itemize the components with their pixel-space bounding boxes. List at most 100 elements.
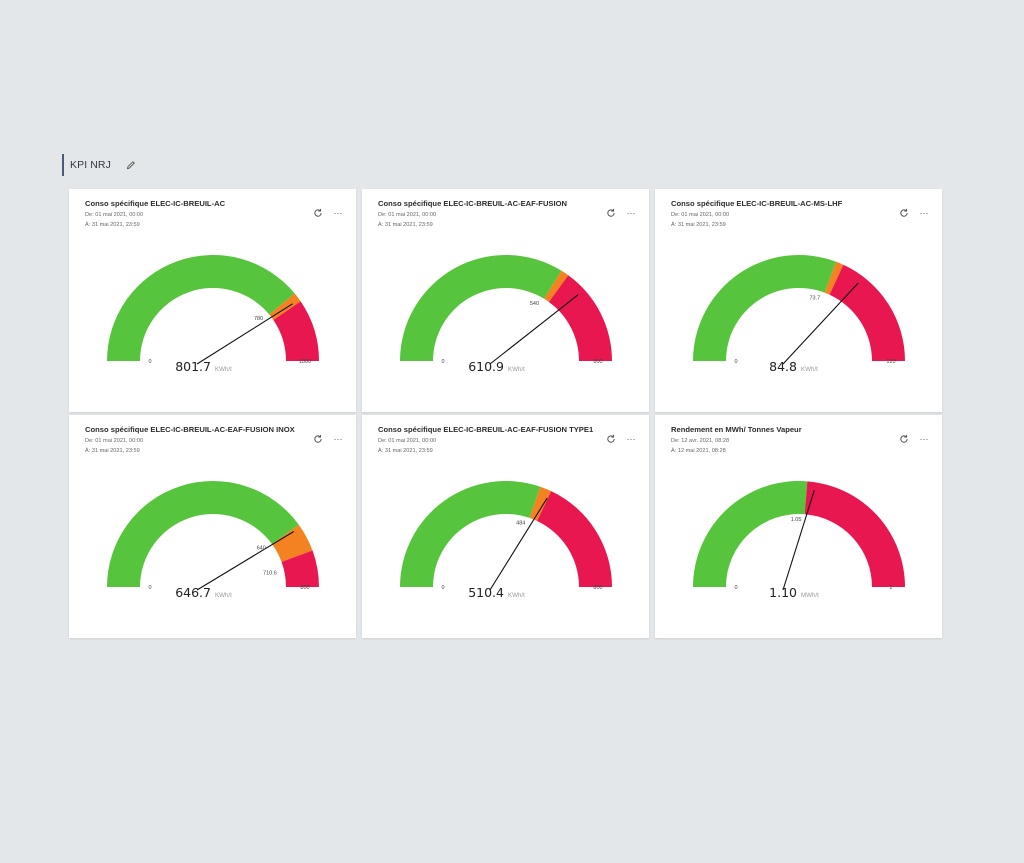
more-horizontal-icon[interactable]: ··· (626, 433, 636, 444)
pencil-icon[interactable] (125, 159, 137, 171)
gauge-band-warning (272, 524, 313, 562)
gauge-band-warning (824, 261, 844, 295)
gauge-needle (782, 490, 815, 591)
date-from: De: 12 avr. 2021, 08:28 (671, 438, 730, 444)
gauge-value: 510.4 (468, 585, 504, 600)
card-actions: ··· (898, 207, 930, 219)
gauge-chart: 1.05 0 2 1.10 MWh/t (693, 481, 905, 600)
more-horizontal-icon[interactable]: ··· (919, 433, 929, 444)
gauge-band-alarm (537, 491, 612, 587)
gauge-band-warning (529, 486, 552, 521)
gauge-chart: 484 0 800 510.4 KWh/t (400, 480, 612, 600)
max-label: 2 (889, 585, 892, 591)
gauge-unit: KWh/t (801, 366, 818, 373)
date-from: De: 01 mai 2021, 00:00 (85, 212, 144, 218)
gauge-card: Conso spécifique ELEC-IC-BREUIL-AC-MS-LH… (655, 189, 942, 412)
gauge-band-ok (107, 481, 299, 587)
threshold-label: 780 (254, 316, 263, 322)
threshold-label: 73.7 (810, 295, 821, 301)
min-label: 0 (148, 359, 151, 365)
more-horizontal-icon[interactable]: ··· (626, 207, 636, 218)
gauge-value: 610.9 (468, 359, 504, 374)
threshold-label: 640 (257, 545, 266, 551)
section-title: KPI NRJ (70, 159, 111, 171)
gauge-card: Rendement en MWh/ Tonnes Vapeur De: 12 av… (655, 415, 942, 638)
gauge-band-alarm (804, 481, 905, 587)
gauge-band-ok (400, 480, 541, 587)
date-from: De: 01 mai 2021, 00:00 (378, 212, 437, 218)
refresh-icon[interactable] (312, 207, 324, 219)
date-to: À: 31 mai 2021, 23:59 (378, 448, 433, 454)
gauge-chart: 640 710.6 0 800 646.7 KWh/t (107, 481, 319, 600)
gauge-unit: KWh/t (508, 592, 525, 599)
min-label: 0 (441, 359, 444, 365)
card-actions: ··· (605, 207, 637, 219)
refresh-icon[interactable] (312, 433, 324, 445)
more-horizontal-icon[interactable]: ··· (333, 433, 343, 444)
refresh-icon[interactable] (605, 433, 617, 445)
gauge-chart: 540 0 800 610.9 KWh/t (400, 255, 612, 374)
more-horizontal-icon[interactable]: ··· (919, 207, 929, 218)
min-label: 0 (734, 585, 737, 591)
gauge-unit: KWh/t (215, 366, 232, 373)
gauge-band-ok (400, 255, 562, 361)
date-to: À: 31 mai 2021, 23:59 (378, 222, 433, 228)
card-title: Conso spécifique ELEC-IC-BREUIL-AC-MS-LH… (671, 199, 843, 208)
card-title: Rendement en MWh/ Tonnes Vapeur (671, 425, 802, 434)
gauge-needle (196, 303, 293, 365)
date-to: À: 31 mai 2021, 23:59 (85, 222, 140, 228)
card-actions: ··· (898, 433, 930, 445)
min-label: 0 (148, 585, 151, 591)
gauge-needle (196, 531, 295, 591)
max-label: 800 (593, 359, 602, 365)
refresh-icon[interactable] (898, 433, 910, 445)
gauge-chart: 73.7 0 120 84.8 KWh/t (693, 255, 905, 374)
gauge-unit: KWh/t (508, 366, 525, 373)
gauge-band-warning (544, 270, 569, 302)
max-label: 1000 (299, 359, 311, 365)
card-title: Conso spécifique ELEC-IC-BREUIL-AC-EAF-F… (85, 425, 295, 434)
gauge-value: 84.8 (769, 359, 797, 374)
gauge-band-alarm (548, 275, 612, 361)
date-to: À: 31 mai 2021, 23:59 (671, 222, 726, 228)
gauge-card: Conso spécifique ELEC-IC-BREUIL-AC-EAF-F… (362, 415, 649, 638)
max-label: 800 (300, 585, 309, 591)
card-title: Conso spécifique ELEC-IC-BREUIL-AC-EAF-F… (378, 425, 594, 434)
gauge-needle (489, 497, 548, 591)
card-actions: ··· (312, 207, 344, 219)
gauge-band-alarm (829, 264, 905, 361)
card-title: Conso spécifique ELEC-IC-BREUIL-AC (85, 199, 226, 208)
gauge-band-ok (693, 481, 808, 587)
threshold-label: 540 (530, 301, 539, 307)
gauge-needle (782, 282, 859, 365)
gauge-band-ok (693, 255, 837, 361)
max-label: 800 (593, 585, 602, 591)
gauge-value: 646.7 (175, 585, 211, 600)
threshold-label: 1.05 (791, 517, 802, 523)
refresh-icon[interactable] (898, 207, 910, 219)
section-header: KPI NRJ (62, 154, 137, 176)
gauge-card: Conso spécifique ELEC-IC-BREUIL-AC-EAF-F… (69, 415, 356, 638)
date-from: De: 01 mai 2021, 00:00 (378, 438, 437, 444)
gauge-band-alarm (273, 301, 319, 361)
min-label: 0 (441, 585, 444, 591)
gauge-band-alarm (281, 550, 319, 587)
gauge-chart: 780 0 1000 801.7 KWh/t (107, 255, 319, 374)
gauge-needle (489, 294, 579, 365)
gauge-unit: MWh/t (801, 592, 819, 599)
gauge-value: 801.7 (175, 359, 211, 374)
card-actions: ··· (605, 433, 637, 445)
gauge-card: Conso spécifique ELEC-IC-BREUIL-AC De: 01… (69, 189, 356, 412)
gauge-card: Conso spécifique ELEC-IC-BREUIL-AC-EAF-F… (362, 189, 649, 412)
min-label: 0 (734, 359, 737, 365)
date-from: De: 01 mai 2021, 00:00 (671, 212, 730, 218)
gauge-band-ok (107, 255, 295, 361)
card-title: Conso spécifique ELEC-IC-BREUIL-AC-EAF-F… (378, 199, 567, 208)
threshold-label: 484 (516, 521, 525, 527)
more-horizontal-icon[interactable]: ··· (333, 207, 343, 218)
date-from: De: 01 mai 2021, 00:00 (85, 438, 144, 444)
threshold-label: 710.6 (263, 570, 277, 576)
date-to: À: 12 mai 2021, 08:28 (671, 448, 726, 454)
date-to: À: 31 mai 2021, 23:59 (85, 448, 140, 454)
refresh-icon[interactable] (605, 207, 617, 219)
